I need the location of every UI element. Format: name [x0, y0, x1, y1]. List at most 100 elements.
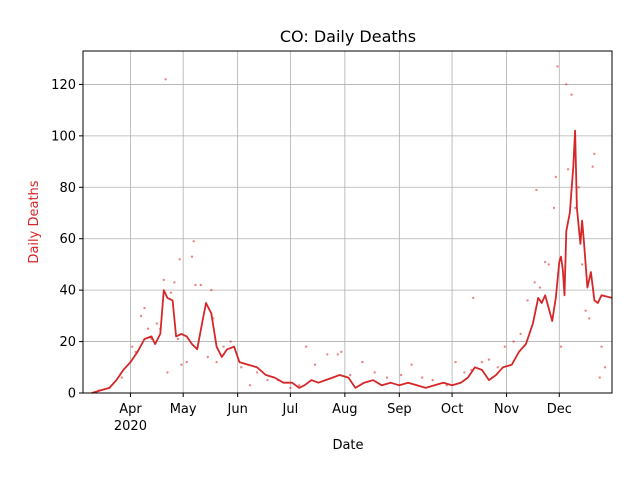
daily-value-point [480, 360, 484, 364]
daily-value-point [580, 263, 584, 266]
daily-value-point [176, 337, 180, 341]
y-axis-ticks: 0 20 40 60 80 100 120 [51, 78, 83, 402]
x-tick-label: Oct [441, 402, 463, 417]
daily-value-points [97, 65, 607, 392]
x-tick-label: Aug [332, 402, 357, 417]
daily-value-point [194, 283, 197, 287]
daily-value-point [166, 371, 169, 374]
daily-value-point [454, 360, 457, 364]
daily-value-point [533, 281, 536, 284]
daily-value-point [210, 288, 213, 292]
daily-value-point [535, 188, 538, 192]
daily-value-point [503, 345, 506, 348]
daily-value-point [554, 175, 557, 179]
daily-value-point [519, 332, 522, 336]
daily-value-point [603, 366, 607, 369]
daily-value-point [600, 345, 603, 348]
daily-value-point [298, 384, 301, 387]
daily-value-point [164, 78, 167, 81]
daily-value-point [593, 152, 596, 156]
y-tick-label: 80 [59, 181, 76, 196]
daily-value-point [399, 373, 403, 377]
daily-value-point [169, 291, 173, 294]
daily-value-point [240, 366, 243, 369]
x-tick-label: Jun [227, 402, 248, 417]
daily-value-point [584, 309, 587, 312]
daily-value-point [573, 206, 577, 210]
y-tick-label: 120 [51, 78, 76, 93]
daily-value-point [255, 371, 259, 374]
daily-value-point [410, 363, 413, 366]
chart-title: CO: Daily Deaths [280, 27, 416, 46]
daily-value-point [199, 283, 202, 287]
daily-value-point [120, 376, 123, 379]
daily-value-point [421, 376, 424, 379]
daily-value-point [431, 378, 434, 382]
daily-value-point [577, 186, 580, 189]
x-tick-label: Sep [387, 402, 412, 417]
daily-value-point [215, 360, 218, 364]
daily-value-point [588, 317, 591, 320]
daily-value-point [266, 378, 269, 382]
daily-value-point [229, 340, 232, 343]
daily-value-point [385, 376, 389, 379]
grid-lines [83, 51, 612, 394]
daily-value-point [146, 327, 150, 330]
daily-value-point [206, 355, 209, 359]
x-tick-label: Nov [494, 402, 520, 417]
daily-value-point [348, 373, 352, 377]
daily-value-point [139, 314, 143, 318]
daily-value-point [185, 360, 188, 364]
daily-value-point [472, 296, 475, 300]
daily-value-point [547, 263, 550, 266]
daily-value-point [512, 340, 515, 343]
daily-value-point [313, 363, 317, 366]
y-tick-label: 0 [68, 387, 76, 402]
daily-value-point [463, 371, 466, 374]
daily-value-point [305, 345, 308, 348]
x-tick-label: Jul [282, 402, 299, 417]
x-tick-label: Apr [119, 402, 142, 417]
daily-value-point [570, 93, 573, 96]
daily-value-point [526, 299, 529, 302]
daily-value-point [180, 363, 183, 366]
daily-value-point [496, 366, 499, 369]
x-tick-label: Dec [547, 402, 572, 417]
daily-value-point [591, 165, 594, 168]
x-axis-ticks: Apr 2020 May Jun Jul Aug Sep Oct Nov Dec [114, 393, 572, 434]
y-tick-label: 40 [59, 284, 76, 299]
daily-value-point [556, 65, 559, 68]
daily-value-point [565, 83, 568, 86]
daily-value-point [487, 358, 491, 361]
y-tick-label: 60 [59, 232, 76, 247]
daily-value-point [222, 345, 225, 348]
daily-value-point [190, 255, 194, 258]
daily-value-point [155, 322, 158, 325]
rolling-average-line [91, 129, 613, 394]
daily-value-point [361, 360, 364, 364]
y-tick-label: 100 [51, 129, 76, 144]
y-tick-label: 20 [59, 335, 76, 350]
daily-value-point [248, 384, 252, 387]
x-tick-sublabel: 2020 [114, 419, 147, 434]
daily-value-point [340, 350, 343, 354]
daily-value-point [326, 353, 329, 356]
daily-value-point [544, 260, 547, 264]
daily-value-point [162, 278, 165, 282]
daily-value-point [173, 281, 176, 284]
daily-value-point [566, 168, 570, 171]
daily-value-point [598, 376, 601, 379]
daily-value-point [552, 206, 556, 210]
x-tick-label: May [170, 402, 197, 417]
daily-value-point [336, 353, 339, 356]
daily-value-point [289, 386, 292, 390]
plot-frame [82, 50, 613, 394]
daily-value-point [373, 371, 376, 374]
daily-value-point [143, 306, 146, 310]
x-axis-label: Date [332, 438, 363, 453]
daily-value-point [559, 345, 563, 348]
daily-value-point [192, 240, 195, 243]
daily-value-point [178, 258, 181, 261]
daily-value-point [538, 286, 542, 289]
